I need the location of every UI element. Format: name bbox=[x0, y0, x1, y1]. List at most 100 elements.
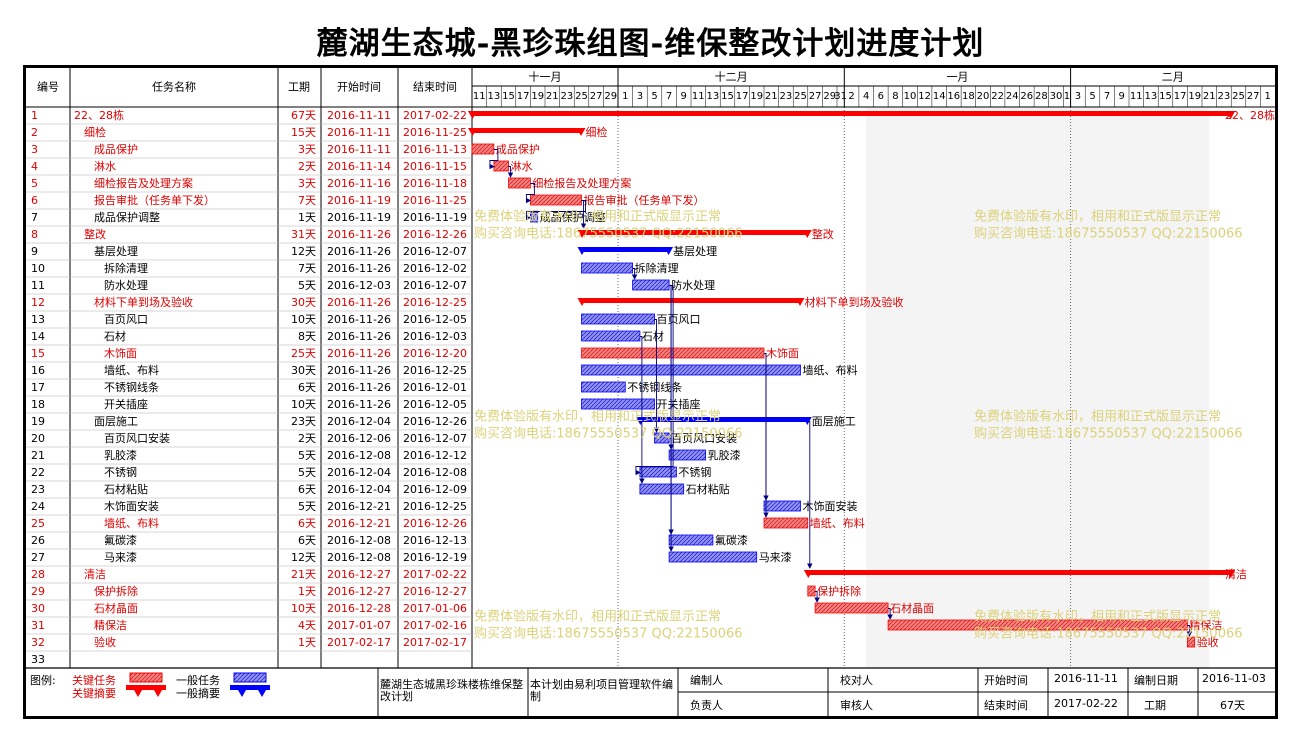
task-name: 验收 bbox=[94, 635, 116, 649]
day-label: 7 bbox=[1104, 91, 1110, 102]
task-duration: 21天 bbox=[291, 568, 316, 581]
shaded-period bbox=[866, 107, 1210, 668]
footer-project-name: 麓湖生态城黑珍珠楼栋维保整改计划 bbox=[380, 678, 523, 703]
task-end: 2016-12-07 bbox=[403, 245, 467, 258]
task-id: 14 bbox=[31, 330, 45, 343]
summary-bar bbox=[581, 298, 801, 303]
bar-label: 防水处理 bbox=[671, 278, 715, 292]
day-label: 9 bbox=[681, 91, 687, 102]
bar-label: 验收 bbox=[1197, 635, 1219, 649]
day-label: 19 bbox=[750, 91, 763, 102]
task-duration: 3天 bbox=[298, 143, 316, 156]
task-name: 细检 bbox=[84, 125, 106, 139]
day-label: 23 bbox=[1218, 91, 1231, 102]
dependency-link bbox=[507, 166, 514, 178]
task-name: 成品保护 bbox=[94, 142, 138, 156]
bar-label: 百页风口安装 bbox=[671, 431, 737, 445]
task-start: 2016-11-11 bbox=[327, 126, 391, 139]
task-start: 2016-12-04 bbox=[327, 415, 391, 428]
task-end: 2016-12-12 bbox=[403, 449, 467, 462]
task-bar bbox=[668, 551, 758, 563]
summary-bar bbox=[807, 570, 1232, 575]
task-bar bbox=[581, 313, 655, 325]
footer-start-label: 开始时间 bbox=[984, 674, 1028, 687]
task-duration: 30天 bbox=[291, 296, 316, 309]
task-duration: 25天 bbox=[291, 347, 316, 360]
task-bar bbox=[581, 262, 633, 274]
task-bar bbox=[529, 194, 582, 206]
day-label: 4 bbox=[863, 91, 869, 102]
task-start: 2016-12-08 bbox=[327, 551, 391, 564]
day-label: 17 bbox=[736, 91, 749, 102]
task-duration: 6天 bbox=[298, 381, 316, 394]
task-end: 2016-12-26 bbox=[403, 415, 467, 428]
day-label: 1 bbox=[1064, 91, 1070, 102]
task-duration: 7天 bbox=[298, 194, 316, 207]
task-duration: 4天 bbox=[298, 619, 316, 632]
summary-end-cap bbox=[1226, 111, 1236, 119]
dependency-link bbox=[525, 183, 535, 204]
task-name: 22、28栋 bbox=[74, 108, 124, 122]
day-label: 5 bbox=[651, 91, 657, 102]
day-label: 28 bbox=[1035, 91, 1048, 102]
day-label: 19 bbox=[531, 91, 544, 102]
task-duration: 2天 bbox=[298, 432, 316, 445]
task-duration: 10天 bbox=[291, 313, 316, 326]
legend-normal-summary-swatch bbox=[230, 685, 270, 697]
task-start: 2016-11-26 bbox=[327, 228, 391, 241]
task-id: 10 bbox=[31, 262, 45, 275]
task-start: 2016-11-19 bbox=[327, 211, 391, 224]
task-id: 15 bbox=[31, 347, 45, 360]
task-start: 2016-11-26 bbox=[327, 313, 391, 326]
column-header-start: 开始时间 bbox=[337, 80, 381, 94]
legend-critical-summary-label: 关键摘要 bbox=[72, 687, 116, 700]
watermark-line1: 免费体验版有水印，相用和正式版显示正常 bbox=[974, 409, 1221, 425]
page-title: 麓湖生态城-黑珍珠组图-维保整改计划进度计划 bbox=[316, 26, 985, 62]
task-end: 2016-12-05 bbox=[403, 313, 467, 326]
task-duration: 10天 bbox=[291, 602, 316, 615]
task-end: 2016-11-25 bbox=[403, 126, 467, 139]
legend-title: 图例: bbox=[30, 674, 56, 687]
task-start: 2017-01-07 bbox=[327, 619, 391, 632]
watermark-line2: 购买咨询电话:18675550537 QQ:22150066 bbox=[974, 426, 1243, 442]
task-end: 2016-12-25 bbox=[403, 500, 467, 513]
day-label: 20 bbox=[977, 91, 990, 102]
dependency-link bbox=[580, 200, 587, 229]
footer-duration-label: 工期 bbox=[1144, 699, 1166, 712]
task-start: 2016-11-19 bbox=[327, 194, 391, 207]
dependency-link bbox=[807, 421, 813, 569]
day-label: 16 bbox=[947, 91, 960, 102]
task-id: 21 bbox=[31, 449, 45, 462]
footer-date-label: 编制日期 bbox=[1134, 674, 1178, 687]
task-duration: 30天 bbox=[291, 364, 316, 377]
task-id: 19 bbox=[31, 415, 45, 428]
column-header-dur: 工期 bbox=[288, 81, 310, 94]
day-label: 3 bbox=[1075, 91, 1081, 102]
day-label: 6 bbox=[878, 91, 884, 102]
task-start: 2016-12-28 bbox=[327, 602, 391, 615]
footer-end-value: 2017-02-22 bbox=[1054, 697, 1118, 710]
day-label: 3 bbox=[637, 91, 643, 102]
task-start: 2016-12-04 bbox=[327, 466, 391, 479]
task-bar bbox=[807, 585, 816, 597]
task-name: 成品保护调整 bbox=[94, 210, 160, 224]
task-bar bbox=[581, 364, 801, 376]
task-end: 2016-12-05 bbox=[403, 398, 467, 411]
day-label: 10 bbox=[904, 91, 917, 102]
task-id: 2 bbox=[31, 126, 38, 139]
task-end: 2016-12-08 bbox=[403, 466, 467, 479]
day-label: 11 bbox=[692, 91, 705, 102]
footer-reviewer-label: 审核人 bbox=[840, 699, 873, 712]
day-label: 23 bbox=[780, 91, 793, 102]
task-duration: 31天 bbox=[291, 228, 316, 241]
column-header-name: 任务名称 bbox=[152, 80, 196, 94]
task-bar bbox=[581, 398, 655, 410]
summary-bar bbox=[639, 417, 808, 422]
task-bar bbox=[763, 517, 809, 529]
task-end: 2017-02-17 bbox=[403, 636, 467, 649]
footer-checker-label: 校对人 bbox=[840, 674, 873, 687]
task-id: 33 bbox=[31, 653, 45, 666]
task-end: 2016-12-03 bbox=[403, 330, 467, 343]
task-id: 28 bbox=[31, 568, 45, 581]
summary-bar bbox=[581, 230, 808, 235]
